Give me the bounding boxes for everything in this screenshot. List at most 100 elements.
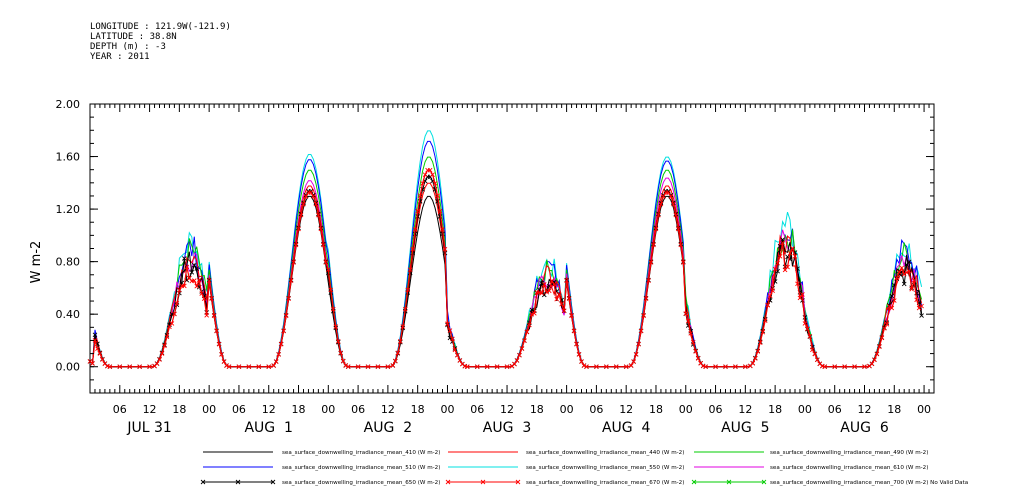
series-marker — [780, 240, 785, 246]
series-marker — [440, 227, 445, 232]
x-tick-label: 18 — [530, 403, 544, 416]
series-marker — [335, 338, 341, 344]
series-marker — [524, 329, 530, 335]
series-marker — [303, 194, 309, 199]
series-marker — [219, 352, 224, 357]
series-marker — [683, 311, 689, 316]
series-marker — [393, 358, 398, 364]
series-marker — [216, 341, 222, 347]
series-marker — [561, 308, 567, 314]
series-marker — [519, 346, 525, 351]
x-tick-label: 12 — [381, 403, 395, 416]
series-marker — [549, 278, 555, 284]
plot-frame — [89, 103, 935, 394]
x-tick-label: 18 — [887, 403, 901, 416]
series-marker — [430, 172, 435, 177]
legend-label: sea_surface_downwelling_irradiance_mean_… — [770, 450, 928, 456]
legend-label: sea_surface_downwelling_irradiance_mean_… — [770, 480, 968, 486]
series-marker — [842, 364, 847, 370]
series-marker — [420, 180, 425, 186]
series-marker — [137, 364, 142, 370]
legend-marker — [515, 479, 521, 485]
series-marker — [810, 347, 815, 353]
series-marker — [191, 278, 197, 283]
series-marker — [886, 303, 892, 309]
series-marker — [288, 278, 294, 283]
series-marker — [554, 296, 560, 302]
series-marker — [765, 302, 771, 308]
series-marker — [743, 364, 748, 370]
series-marker — [514, 358, 520, 363]
y-tick-label: 0.00 — [56, 361, 81, 374]
legend-label: sea_surface_downwelling_irradiance_mean_… — [770, 465, 928, 471]
series-marker — [564, 278, 569, 283]
legend-label: sea_surface_downwelling_irradiance_mean_… — [526, 450, 684, 456]
series-marker — [661, 194, 666, 199]
x-tick-label: 06 — [470, 403, 484, 416]
series-marker — [206, 277, 212, 283]
series-marker — [576, 352, 582, 357]
series-line — [89, 130, 923, 368]
series-marker — [196, 277, 202, 283]
series-marker — [539, 280, 545, 286]
series-marker — [107, 364, 113, 370]
y-tick-label: 1.20 — [56, 203, 81, 216]
series-marker — [792, 253, 798, 259]
series-marker — [214, 328, 219, 334]
x-axis: 06 12 18 00 06 12 18 00 06 12 18 00 06 12 18 00 06 12 18 00… — [89, 104, 935, 436]
series-marker — [777, 253, 783, 259]
series-marker — [636, 341, 641, 347]
series-marker — [117, 364, 123, 370]
series-marker — [594, 364, 599, 370]
legend-label: sea_surface_downwelling_irradiance_mean_… — [526, 465, 684, 471]
series-marker — [896, 269, 902, 275]
series-marker — [574, 341, 579, 347]
legend-label: sea_surface_downwelling_irradiance_mean_… — [282, 480, 440, 486]
x-tick-label: 18 — [411, 403, 425, 416]
legend-marker — [235, 479, 241, 485]
series-marker — [246, 364, 252, 370]
x-tick-label: 00 — [321, 403, 335, 416]
series-marker — [174, 300, 180, 306]
series-marker — [556, 292, 562, 297]
x-day-label: AUG 2 — [364, 420, 412, 436]
series-marker — [191, 262, 197, 268]
series-marker — [273, 359, 279, 364]
series-marker — [432, 180, 438, 186]
x-day-label: AUG 5 — [721, 420, 769, 436]
series-marker — [750, 360, 756, 366]
series-marker — [906, 259, 912, 265]
series-marker — [671, 201, 676, 207]
series-marker — [693, 349, 699, 354]
series-marker — [680, 260, 686, 265]
series-marker — [189, 269, 195, 275]
x-tick-label: 12 — [857, 403, 871, 416]
series-marker — [653, 226, 659, 232]
series-marker — [92, 332, 98, 338]
series-marker — [323, 260, 329, 265]
x-tick-label: 18 — [649, 403, 663, 416]
series-marker — [177, 287, 182, 293]
series-marker — [375, 364, 381, 370]
series-marker — [638, 328, 644, 334]
series-marker — [919, 303, 924, 309]
legend-marker — [480, 479, 486, 485]
series-marker — [770, 288, 775, 293]
x-tick-label: 06 — [828, 403, 842, 416]
series-marker — [437, 208, 443, 214]
series-marker — [695, 356, 701, 361]
series-marker — [641, 313, 646, 319]
series-marker — [869, 361, 875, 367]
series-marker — [656, 212, 661, 218]
series-marker — [812, 351, 818, 357]
y-tick-label: 0.40 — [56, 308, 81, 321]
x-tick-label: 00 — [440, 403, 454, 416]
series-marker — [154, 361, 160, 367]
series-marker — [904, 270, 910, 275]
series-marker — [884, 321, 890, 327]
series-marker — [484, 364, 490, 370]
plot-border — [89, 103, 935, 394]
series-marker — [564, 277, 569, 283]
year-label: YEAR : 2011 — [90, 52, 150, 62]
